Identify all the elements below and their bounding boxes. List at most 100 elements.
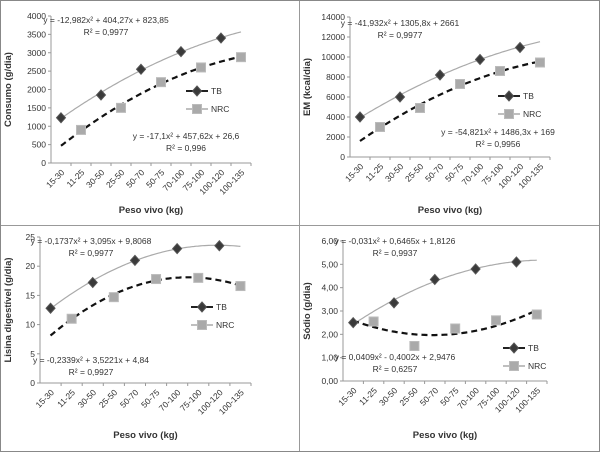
legend-marker-nrc bbox=[197, 320, 207, 330]
data-point-tb bbox=[394, 91, 406, 103]
x-tick-label: 30-50 bbox=[377, 385, 400, 408]
data-point-nrc bbox=[236, 52, 246, 63]
trendline-nrc bbox=[352, 309, 538, 337]
legend-marker-nrc bbox=[504, 109, 514, 119]
data-point-tb bbox=[474, 53, 486, 66]
y-tick-label: 0 bbox=[30, 378, 35, 388]
y-tick-label: 2000 bbox=[326, 132, 345, 142]
y-tick-label: 6000 bbox=[326, 92, 345, 102]
data-point-nrc bbox=[196, 62, 206, 73]
y-tick-label: 3500 bbox=[27, 29, 46, 39]
data-point-nrc bbox=[235, 281, 246, 292]
y-tick-label: 4,00 bbox=[321, 283, 338, 293]
legend-label-nrc: NRC bbox=[211, 104, 229, 114]
x-tick-label: 30-50 bbox=[84, 167, 107, 190]
x-tick-label: 30-50 bbox=[383, 161, 406, 184]
x-tick-label: 50-70 bbox=[418, 385, 441, 408]
legend-marker-nrc bbox=[509, 361, 519, 371]
legend-label-tb: TB bbox=[523, 91, 534, 101]
equation-tb: y = -0,1737x² + 3,095x + 9,8068 bbox=[31, 236, 152, 246]
data-point-nrc bbox=[193, 272, 204, 283]
r2-nrc: R² = 0,9956 bbox=[476, 139, 521, 149]
y-tick-label: 3,00 bbox=[321, 306, 338, 316]
data-point-nrc bbox=[66, 313, 77, 324]
legend-label-nrc: NRC bbox=[523, 109, 541, 119]
y-tick-label: 8000 bbox=[326, 72, 345, 82]
y-axis-title: Consumo (g/dia) bbox=[3, 52, 14, 127]
data-point-tb bbox=[470, 263, 481, 275]
legend-marker-tb bbox=[196, 301, 208, 313]
data-point-tb bbox=[388, 297, 400, 309]
data-point-tb bbox=[514, 41, 526, 54]
legend-label-tb: TB bbox=[528, 343, 539, 353]
equation-tb: y = -41,932x² + 1305,8x + 2661 bbox=[341, 18, 460, 28]
y-tick-label: 12000 bbox=[321, 32, 345, 42]
data-point-tb bbox=[87, 276, 98, 289]
y-tick-label: 15 bbox=[26, 290, 36, 300]
r2-nrc: R² = 0,9927 bbox=[69, 367, 114, 377]
x-axis-title: Peso vivo (kg) bbox=[119, 205, 183, 216]
equation-nrc: y = -17,1x² + 457,62x + 26,6 bbox=[133, 131, 240, 141]
y-tick-label: 5,00 bbox=[321, 259, 338, 269]
legend-marker-tb bbox=[191, 85, 203, 97]
y-tick-label: 2500 bbox=[27, 66, 46, 76]
r2-tb: R² = 0,9977 bbox=[69, 248, 114, 258]
y-tick-label: 20 bbox=[26, 261, 36, 271]
trendline-tb bbox=[359, 41, 541, 119]
trendline-nrc bbox=[49, 276, 241, 337]
data-point-tb bbox=[171, 242, 183, 255]
equation-nrc: y = -54,821x² + 1486,3x + 169 bbox=[441, 127, 555, 137]
x-axis-title: Peso vivo (kg) bbox=[113, 430, 177, 441]
x-tick-label: 50-70 bbox=[124, 167, 147, 190]
chart-sodio: 0,00 1,00 2,00 3,00 4,00 5,00 6,00 15-30 11-25 30… bbox=[300, 226, 599, 451]
x-axis-title: Peso vivo (kg) bbox=[418, 205, 482, 216]
r2-tb: R² = 0,9977 bbox=[84, 27, 129, 37]
data-point-nrc bbox=[535, 57, 545, 68]
x-tick-label: 50-70 bbox=[423, 161, 446, 184]
y-tick-label: 4000 bbox=[27, 11, 46, 21]
data-point-nrc bbox=[156, 77, 166, 88]
chart-consumo: 0 500 1000 1500 2000 2500 3000 3500 4000 15-30 11-… bbox=[1, 1, 300, 226]
trendline-nrc bbox=[359, 60, 541, 142]
x-tick-label: 70-100 bbox=[455, 385, 481, 411]
x-tick-label: 30-50 bbox=[76, 387, 99, 410]
data-point-nrc bbox=[151, 274, 162, 285]
data-point-tb bbox=[215, 32, 227, 44]
trendline-nrc bbox=[60, 55, 242, 147]
data-point-nrc bbox=[108, 292, 119, 303]
y-tick-label: 0 bbox=[340, 152, 345, 162]
y-tick-label: 14000 bbox=[321, 12, 345, 22]
y-tick-label: 4000 bbox=[326, 112, 345, 122]
y-tick-label: 2,00 bbox=[321, 329, 338, 339]
y-tick-label: 1500 bbox=[27, 103, 46, 113]
x-tick-label: 15-30 bbox=[343, 161, 366, 184]
data-point-nrc bbox=[415, 103, 425, 113]
r2-tb: R² = 0,9977 bbox=[378, 30, 423, 40]
r2-nrc: R² = 0,6257 bbox=[373, 364, 418, 374]
chart-em: 0 2000 4000 6000 8000 10000 12000 14000 15-30 11-… bbox=[300, 1, 599, 226]
y-tick-label: 2000 bbox=[27, 85, 46, 95]
chart-lisina: 0 5 10 15 20 25 15-30 11-25 30-50 25-50 50-70 50-75… bbox=[1, 226, 300, 451]
data-point-tb bbox=[214, 240, 225, 252]
data-point-nrc bbox=[531, 309, 542, 320]
y-tick-label: 0,00 bbox=[321, 376, 338, 386]
chart-consumo-svg: 0 500 1000 1500 2000 2500 3000 3500 4000 15-3011-… bbox=[3, 11, 252, 216]
data-point-tb bbox=[95, 89, 107, 101]
x-tick-label: 50-70 bbox=[118, 387, 141, 410]
data-point-nrc bbox=[450, 323, 461, 334]
data-point-tb bbox=[45, 302, 56, 314]
x-tick-label: 11-25 bbox=[363, 161, 385, 183]
y-axis-title: Sódio (g/dia) bbox=[302, 282, 313, 340]
y-tick-label: 25 bbox=[26, 232, 36, 242]
legend-marker-nrc bbox=[192, 104, 202, 114]
data-point-nrc bbox=[409, 341, 420, 351]
y-axis-title: EM (kcal/dia) bbox=[302, 58, 313, 116]
legend-label-tb: TB bbox=[211, 86, 222, 96]
x-tick-label: 11-25 bbox=[55, 387, 77, 409]
data-point-tb bbox=[429, 273, 440, 286]
y-tick-label: 10 bbox=[26, 320, 36, 330]
equation-nrc: y = 0,0409x² - 0,4002x + 2,9476 bbox=[335, 352, 456, 362]
y-tick-label: 1000 bbox=[27, 121, 46, 131]
